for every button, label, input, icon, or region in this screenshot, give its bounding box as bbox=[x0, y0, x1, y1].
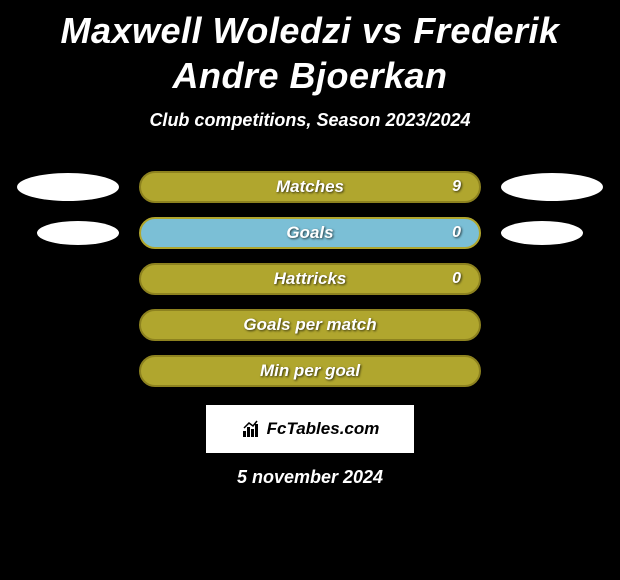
right-placeholder bbox=[501, 265, 603, 293]
chart-icon bbox=[241, 420, 263, 438]
logo-box: FcTables.com bbox=[206, 405, 414, 453]
comparison-row: Hattricks 0 bbox=[0, 263, 620, 295]
date-text: 5 november 2024 bbox=[0, 467, 620, 488]
stat-bar: Goals 0 bbox=[139, 217, 481, 249]
stat-value: 0 bbox=[452, 270, 461, 288]
logo-text: FcTables.com bbox=[267, 419, 380, 439]
page-subtitle: Club competitions, Season 2023/2024 bbox=[0, 110, 620, 131]
stat-bar: Hattricks 0 bbox=[139, 263, 481, 295]
stat-label: Goals bbox=[286, 223, 333, 243]
page-title: Maxwell Woledzi vs Frederik Andre Bjoerk… bbox=[0, 0, 620, 98]
comparison-row: Matches 9 bbox=[0, 171, 620, 203]
left-placeholder bbox=[17, 311, 119, 339]
left-placeholder bbox=[17, 265, 119, 293]
left-placeholder bbox=[17, 357, 119, 385]
stat-bar: Min per goal bbox=[139, 355, 481, 387]
comparison-row: Goals 0 bbox=[0, 217, 620, 249]
left-player-marker bbox=[17, 173, 119, 201]
stat-label: Hattricks bbox=[274, 269, 347, 289]
left-player-marker bbox=[37, 221, 119, 245]
stat-bar: Goals per match bbox=[139, 309, 481, 341]
stat-value: 0 bbox=[452, 224, 461, 242]
right-player-marker bbox=[501, 221, 583, 245]
right-player-marker bbox=[501, 173, 603, 201]
stat-value: 9 bbox=[452, 178, 461, 196]
comparison-rows: Matches 9 Goals 0 Hattricks 0 Goals per match M… bbox=[0, 171, 620, 387]
stat-label: Goals per match bbox=[243, 315, 376, 335]
right-placeholder bbox=[501, 357, 603, 385]
stat-label: Min per goal bbox=[260, 361, 360, 381]
stat-bar: Matches 9 bbox=[139, 171, 481, 203]
stat-label: Matches bbox=[276, 177, 344, 197]
comparison-row: Goals per match bbox=[0, 309, 620, 341]
comparison-row: Min per goal bbox=[0, 355, 620, 387]
right-placeholder bbox=[501, 311, 603, 339]
